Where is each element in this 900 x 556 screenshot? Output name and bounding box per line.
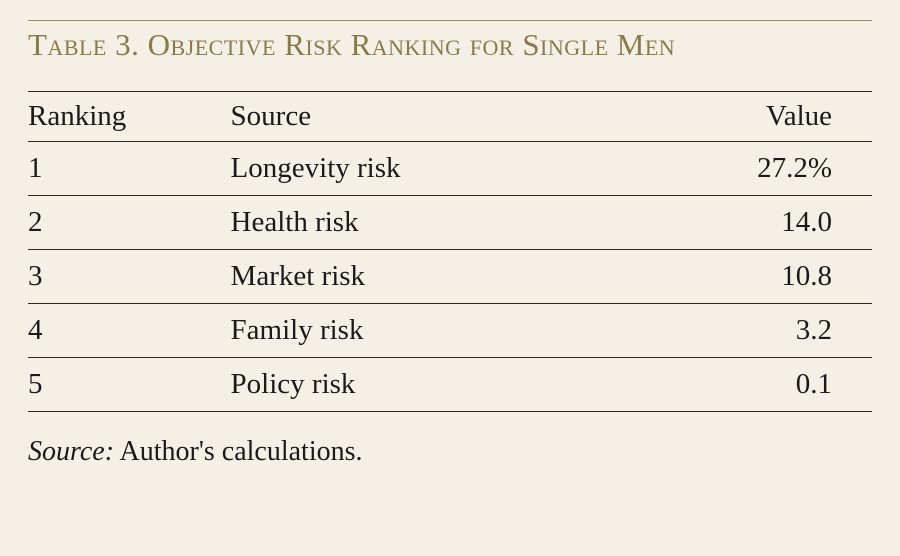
cell-source: Policy risk [231,358,619,412]
cell-source: Family risk [231,304,619,358]
cell-ranking: 1 [28,142,231,196]
table-row: 4 Family risk 3.2 [28,304,872,358]
cell-value: 27.2% [619,142,872,196]
cell-ranking: 3 [28,250,231,304]
cell-value: 0.1 [619,358,872,412]
cell-value: 3.2 [619,304,872,358]
source-text: Author's calculations. [114,436,362,467]
table-title: Table 3. Objective Risk Ranking for Sing… [28,27,872,63]
cell-ranking: 4 [28,304,231,358]
source-label: Source: [28,436,114,467]
table-header-row: Ranking Source Value [28,92,872,142]
table-row: 2 Health risk 14.0 [28,196,872,250]
cell-source: Market risk [231,250,619,304]
table-row: 5 Policy risk 0.1 [28,358,872,412]
column-header-source: Source [231,92,619,142]
cell-source: Longevity risk [231,142,619,196]
cell-value: 14.0 [619,196,872,250]
cell-ranking: 5 [28,358,231,412]
table-row: 3 Market risk 10.8 [28,250,872,304]
column-header-value: Value [619,92,872,142]
risk-ranking-table: Ranking Source Value 1 Longevity risk 27… [28,91,872,412]
title-section: Table 3. Objective Risk Ranking for Sing… [28,20,872,63]
cell-ranking: 2 [28,196,231,250]
source-note: Source: Author's calculations. [28,436,872,468]
cell-value: 10.8 [619,250,872,304]
column-header-ranking: Ranking [28,92,231,142]
cell-source: Health risk [231,196,619,250]
table-row: 1 Longevity risk 27.2% [28,142,872,196]
